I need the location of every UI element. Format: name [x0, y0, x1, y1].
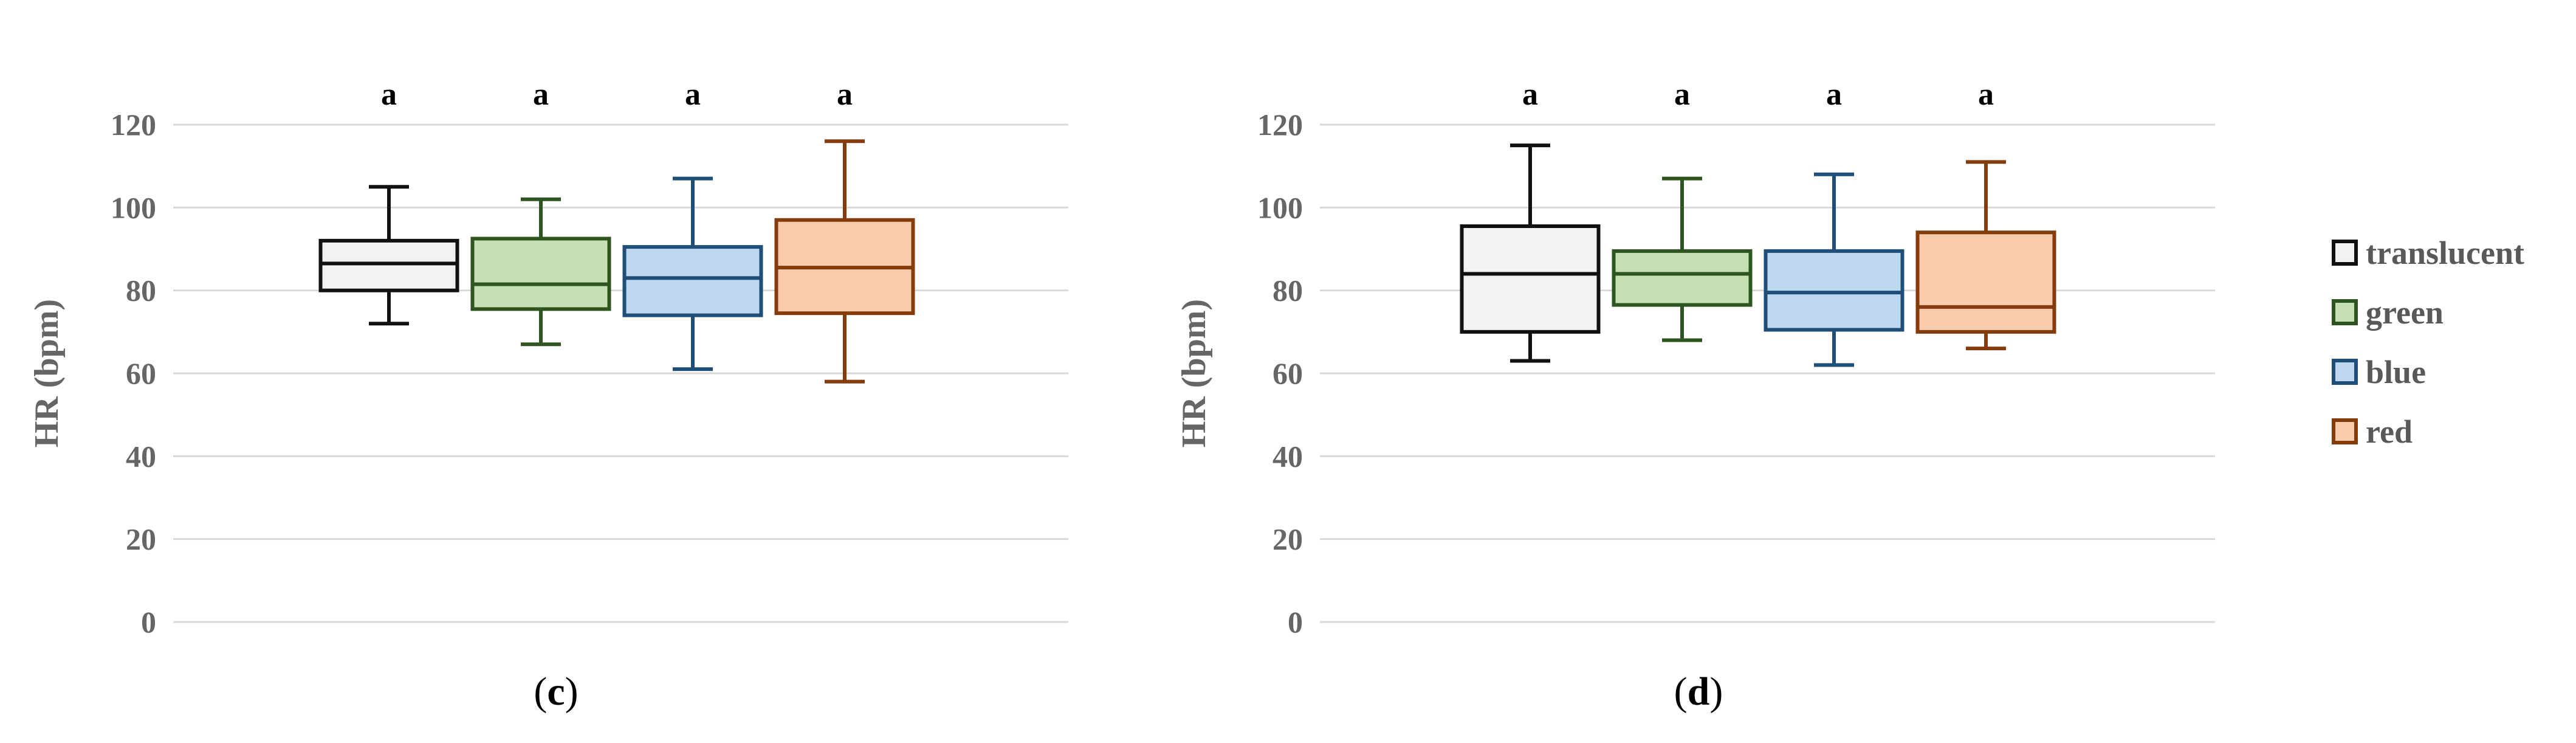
y-tick-label: 60 [126, 356, 156, 390]
y-tick-label: 0 [1288, 605, 1303, 639]
legend-swatch [2332, 240, 2358, 266]
y-tick-label: 20 [1273, 522, 1303, 556]
legend-item-red: red [2332, 413, 2413, 450]
iqr-box [622, 245, 763, 317]
y-axis-title: HR (bpm) [28, 299, 66, 448]
significance-label: a [1978, 77, 1994, 112]
panel-label-letter: d [1687, 669, 1710, 714]
legend-item-green: green [2332, 294, 2444, 331]
y-tick-label: 20 [126, 522, 156, 556]
legend-item-translucent: translucent [2332, 235, 2524, 271]
legend-label: green [2366, 294, 2444, 331]
significance-label: a [381, 77, 397, 112]
iqr-box [470, 237, 611, 311]
y-tick-label: 120 [111, 108, 156, 142]
box-blue [622, 176, 763, 372]
panel-label-open: ( [534, 669, 548, 714]
y-axis-title: HR (bpm) [1175, 299, 1213, 448]
y-tick-label: 120 [1257, 108, 1303, 142]
y-tick-label: 40 [1273, 439, 1303, 473]
y-tick-label: 80 [1273, 274, 1303, 308]
iqr-box [1764, 249, 1905, 332]
box-red [1915, 160, 2056, 351]
significance-label: a [1674, 77, 1690, 112]
significance-label: a [837, 77, 853, 112]
chart-panel-c: 0 20 40 60 80 100 120 HR (bpm) a a a a [28, 77, 1068, 639]
chart-panel-d: 0 20 40 60 80 100 120 HR (bpm) a a a a [1175, 77, 2215, 639]
panel-label-letter: c [547, 669, 565, 714]
iqr-box [1915, 230, 2056, 334]
significance-label: a [533, 77, 549, 112]
y-tick-label: 100 [111, 190, 156, 224]
panel-label-d: (d) [1638, 669, 1759, 715]
box-green [1612, 176, 1753, 342]
box-translucent [1460, 143, 1601, 363]
legend-label: translucent [2366, 235, 2524, 271]
panel-label-open: ( [1674, 669, 1688, 714]
box-red [774, 139, 915, 384]
legend-swatch [2332, 359, 2358, 385]
significance-label: a [685, 77, 701, 112]
legend-swatch [2332, 299, 2358, 325]
legend-swatch [2332, 418, 2358, 444]
panel-label-close: ) [565, 669, 579, 714]
y-tick-label: 60 [1273, 356, 1303, 390]
y-tick-label: 100 [1257, 190, 1303, 224]
panel-label-c: (c) [495, 669, 617, 715]
iqr-box [318, 238, 459, 292]
y-tick-label: 40 [126, 439, 156, 473]
box-green [470, 197, 611, 347]
legend-item-blue: blue [2332, 354, 2426, 390]
legend-label: blue [2366, 354, 2426, 390]
iqr-box [1460, 224, 1601, 334]
iqr-box [1612, 249, 1753, 307]
chart-legend: translucent green blue red [2332, 235, 2524, 450]
legend-label: red [2366, 413, 2413, 450]
box-blue [1764, 172, 1905, 367]
box-translucent [318, 185, 459, 326]
panel-label-close: ) [1709, 669, 1723, 714]
significance-label: a [1522, 77, 1538, 112]
y-tick-label: 0 [141, 605, 156, 639]
y-tick-label: 80 [126, 274, 156, 308]
significance-label: a [1826, 77, 1842, 112]
